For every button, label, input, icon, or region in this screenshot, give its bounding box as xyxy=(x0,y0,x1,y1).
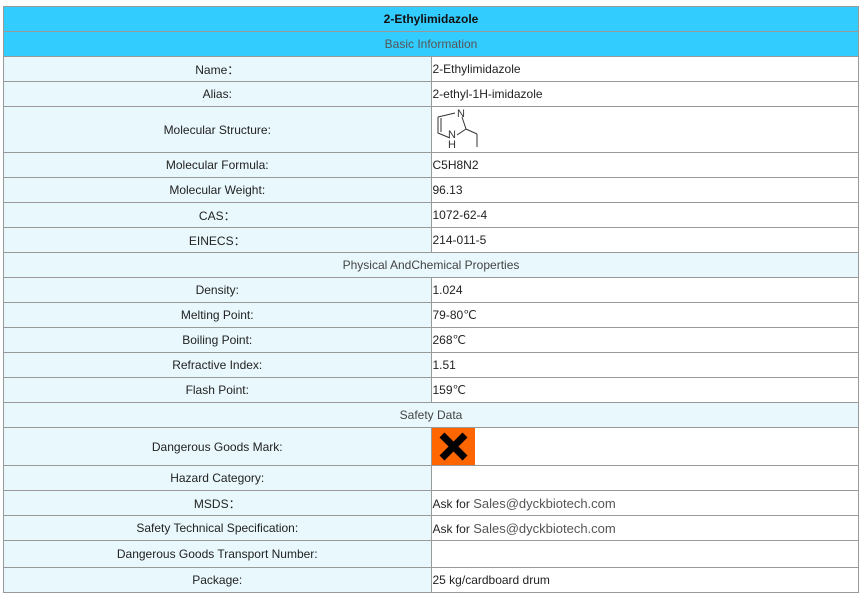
label-structure: Molecular Structure: xyxy=(3,106,432,153)
value-name: 2-Ethylimidazole xyxy=(430,56,859,82)
label-safety-spec: Safety Technical Specification: xyxy=(3,515,432,541)
label-melting-point: Melting Point: xyxy=(3,302,432,328)
label-msds: MSDS： xyxy=(3,490,432,516)
value-melting-point: 79-80℃ xyxy=(430,302,859,328)
atom-n: N xyxy=(457,108,465,120)
label-cas: CAS： xyxy=(3,202,432,228)
msds-email-link[interactable]: Sales@dyckbiotech.com xyxy=(473,495,616,511)
product-info-table: 2-Ethylimidazole Basic Information Name：… xyxy=(3,6,859,593)
value-flash-point: 159℃ xyxy=(430,377,859,403)
value-boiling-point: 268℃ xyxy=(430,327,859,353)
label-package: Package: xyxy=(3,567,432,593)
harmful-x-icon xyxy=(431,428,475,465)
label-name: Name： xyxy=(3,56,432,82)
page-title: 2-Ethylimidazole xyxy=(3,6,859,32)
value-alias: 2-ethyl-1H-imidazole xyxy=(430,81,859,107)
label-flash-point: Flash Point: xyxy=(3,377,432,403)
value-formula: C5H8N2 xyxy=(430,152,859,178)
label-weight: Molecular Weight: xyxy=(3,177,432,203)
label-boiling-point: Boiling Point: xyxy=(3,327,432,353)
label-alias: Alias: xyxy=(3,81,432,107)
section-physical-properties: Physical AndChemical Properties xyxy=(3,252,859,278)
label-formula: Molecular Formula: xyxy=(3,152,432,178)
label-einecs: EINECS： xyxy=(3,227,432,253)
value-density: 1.024 xyxy=(430,277,859,303)
value-refractive-index: 1.51 xyxy=(430,352,859,378)
section-basic-information: Basic Information xyxy=(3,31,859,57)
atom-h: H xyxy=(448,139,456,149)
label-transport-number: Dangerous Goods Transport Number: xyxy=(3,540,432,568)
value-weight: 96.13 xyxy=(430,177,859,203)
section-safety-data: Safety Data xyxy=(3,402,859,428)
molecular-structure-image: N N H xyxy=(430,106,859,153)
label-density: Density: xyxy=(3,277,432,303)
label-dangerous-goods-mark: Dangerous Goods Mark: xyxy=(3,427,432,466)
label-hazard-category: Hazard Category: xyxy=(3,465,432,491)
atom-nh: N xyxy=(448,129,456,141)
value-transport-number xyxy=(430,540,859,568)
value-cas: 1072-62-4 xyxy=(430,202,859,228)
label-refractive-index: Refractive Index: xyxy=(3,352,432,378)
value-package: 25 kg/cardboard drum xyxy=(430,567,859,593)
safety-spec-email-link[interactable]: Sales@dyckbiotech.com xyxy=(473,520,616,536)
value-einecs: 214-011-5 xyxy=(430,227,859,253)
value-hazard-category xyxy=(430,465,859,491)
msds-prefix: Ask for xyxy=(432,496,474,511)
safety-spec-prefix: Ask for xyxy=(432,521,474,536)
